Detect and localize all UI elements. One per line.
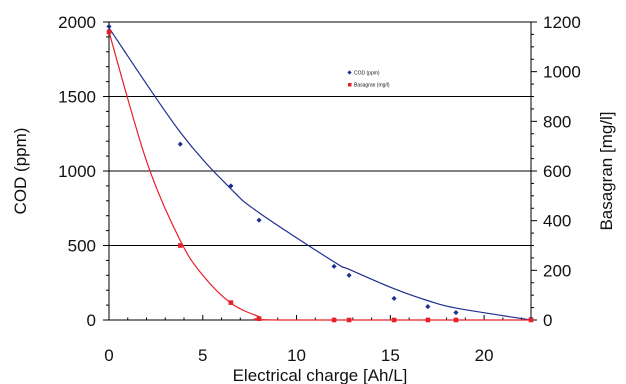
right-y-tick-label: 1200: [543, 13, 581, 32]
data-point: [256, 217, 262, 223]
data-point: [177, 141, 183, 147]
series-basagran: [106, 29, 534, 323]
right-y-tick-label: 800: [543, 112, 571, 131]
left-y-tick-label: 1000: [58, 162, 96, 181]
x-tick-label: 5: [198, 346, 207, 365]
legend-marker-basagran: [348, 83, 352, 87]
right-y-tick-label: 400: [543, 212, 571, 231]
data-point: [256, 316, 262, 322]
data-point: [346, 272, 352, 278]
right-y-tick-label: 200: [543, 261, 571, 280]
data-point: [391, 295, 397, 301]
left-y-tick-label: 500: [68, 237, 96, 256]
legend-label-cod: COD (ppm): [354, 71, 380, 77]
legend-box: [343, 66, 417, 94]
left-y-tick-label: 2000: [58, 13, 96, 32]
right-y-axis-ticks: 0 200 400 600 800 1000 1200: [531, 13, 581, 330]
series-cod: [106, 23, 534, 322]
data-point: [453, 310, 459, 316]
x-tick-label: 20: [475, 346, 494, 365]
data-point: [528, 317, 534, 323]
data-point: [106, 23, 112, 30]
x-tick-label: 0: [104, 346, 113, 365]
x-axis-title: Electrical charge [Ah/L]: [233, 366, 408, 384]
right-y-tick-label: 0: [543, 311, 552, 330]
x-axis-ticks: 0 5 10 15 20: [104, 315, 523, 365]
x-tick-label: 10: [287, 346, 306, 365]
left-y-axis-ticks: 0 500 1000 1500 2000: [58, 13, 109, 330]
right-y-axis-title: Basagran [mg/l]: [597, 111, 616, 230]
left-y-tick-label: 0: [87, 311, 96, 330]
data-point: [228, 183, 234, 189]
data-point: [177, 243, 183, 248]
data-point: [346, 317, 352, 323]
legend-label-basagran: Basagran (mg/l): [354, 83, 390, 89]
trend-line: [108, 31, 531, 321]
trend-line: [108, 27, 532, 321]
data-point: [331, 317, 337, 323]
data-point: [425, 317, 431, 323]
x-tick-label: 15: [381, 346, 400, 365]
data-point: [425, 304, 431, 310]
data-point: [228, 300, 234, 305]
data-point: [453, 317, 459, 323]
grid-lines: [109, 21, 531, 246]
right-y-tick-label: 1000: [543, 63, 581, 82]
data-point: [331, 263, 337, 269]
series-layer: [106, 23, 534, 323]
left-y-axis-title: COD (ppm): [11, 128, 30, 215]
left-y-tick-label: 1500: [58, 88, 96, 107]
data-point: [391, 317, 397, 323]
legend: COD (ppm) Basagran (mg/l): [343, 66, 417, 94]
data-point: [106, 29, 112, 35]
right-y-tick-label: 600: [543, 162, 571, 181]
